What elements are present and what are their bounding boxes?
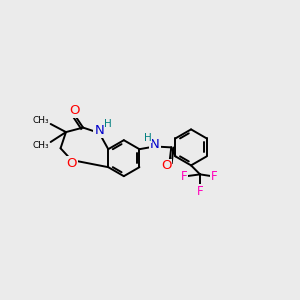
Text: O: O <box>69 104 79 117</box>
Text: N: N <box>150 138 160 151</box>
Text: H: H <box>104 119 112 129</box>
Text: CH₃: CH₃ <box>32 116 49 125</box>
Text: CH₃: CH₃ <box>32 141 49 150</box>
Text: O: O <box>161 159 171 172</box>
Text: H: H <box>144 133 152 142</box>
Text: N: N <box>94 124 104 137</box>
Text: O: O <box>66 158 76 170</box>
Text: F: F <box>197 185 203 198</box>
Text: F: F <box>181 170 187 183</box>
Text: F: F <box>211 170 218 183</box>
